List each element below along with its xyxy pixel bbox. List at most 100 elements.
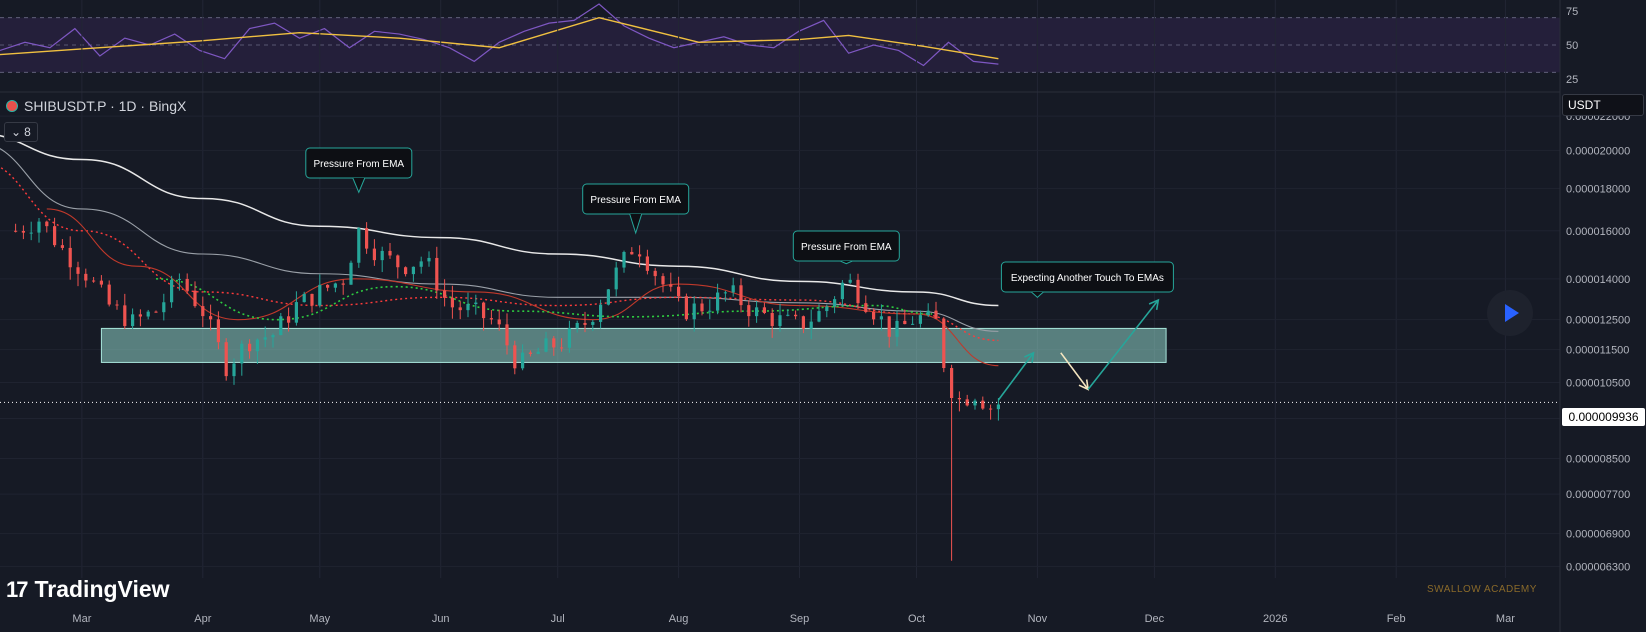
candle-body [794, 314, 798, 317]
symbol-header[interactable]: SHIBUSDT.P · 1D · BingX [6, 98, 186, 114]
candle-body [193, 290, 197, 307]
candle-body [279, 316, 283, 336]
candle-body [131, 314, 135, 327]
candle-body [450, 297, 454, 308]
candle-body [380, 250, 384, 261]
candle-body [692, 303, 696, 320]
candle-body [349, 262, 353, 285]
watermark: SWALLOW ACADEMY [1427, 584, 1537, 595]
x-tick-label: Oct [908, 613, 925, 625]
candle-body [419, 261, 423, 267]
candle-body [817, 311, 821, 322]
ema-white-line [0, 135, 999, 307]
candle-body [482, 302, 486, 319]
candle-body [115, 304, 119, 306]
annotation-pointer [840, 260, 853, 265]
candle-body [123, 305, 127, 327]
x-tick-label: Jul [551, 613, 565, 625]
candle-body [177, 278, 181, 280]
candle-body [170, 279, 174, 303]
y-tick-label: 0.000010500 [1566, 377, 1630, 389]
candle-body [29, 232, 33, 234]
x-tick-label: Nov [1028, 613, 1048, 625]
play-button[interactable] [1487, 290, 1533, 336]
candle-body [302, 293, 306, 303]
candle-body [879, 316, 883, 320]
candle-body [287, 316, 291, 323]
candle-body [950, 368, 954, 399]
candle-body [333, 283, 337, 288]
candle-body [739, 285, 743, 306]
candle-body [911, 323, 915, 325]
candle-body [848, 279, 852, 283]
candle-body [294, 302, 298, 323]
candle-body [388, 250, 392, 256]
indicators-toggle-button[interactable]: ⌄ 8 [4, 122, 38, 142]
y-tick-label: 0.000016000 [1566, 226, 1630, 238]
y-tick-label: 0.000011500 [1566, 345, 1629, 357]
candle-body [326, 284, 330, 288]
candle-body [521, 352, 525, 369]
candle-body [677, 286, 681, 297]
candle-body [232, 363, 236, 377]
annotation-text: Pressure From EMA [590, 195, 681, 206]
candle-body [981, 400, 985, 409]
tradingview-logo[interactable]: 17 TradingView [6, 576, 170, 603]
candle-body [21, 230, 25, 233]
x-tick-label: Dec [1145, 613, 1165, 625]
candle-body [903, 320, 907, 325]
candle-body [638, 254, 642, 257]
candle-body [762, 307, 766, 314]
rsi-line [0, 3, 999, 67]
candle-body [162, 302, 166, 313]
candle-body [645, 256, 649, 271]
currency-selector[interactable]: USDT [1562, 94, 1644, 116]
candle-body [567, 328, 571, 348]
candle-body [76, 267, 80, 274]
candle-body [630, 251, 634, 255]
candle-body [154, 311, 158, 313]
candle-body [973, 400, 977, 406]
candle-body [489, 318, 493, 320]
candle-body [53, 226, 57, 246]
chevron-down-icon: ⌄ [11, 125, 22, 139]
candle-body [731, 285, 735, 293]
y-tick-label: 0.000014000 [1566, 274, 1630, 286]
candle-body [513, 345, 517, 369]
candle-body [700, 303, 704, 312]
candle-body [599, 304, 603, 322]
candle-body [84, 273, 88, 281]
annotation-text: Expecting Another Touch To EMAs [1011, 273, 1164, 284]
candle-body [107, 284, 111, 305]
candle-body [365, 228, 369, 249]
candle-body [708, 310, 712, 312]
candle-body [497, 319, 501, 325]
candle-body [248, 343, 252, 352]
y-tick-label: 0.000012500 [1566, 315, 1630, 327]
candle-body [411, 266, 415, 275]
candle-body [372, 248, 376, 261]
candle-body [99, 280, 103, 285]
y-tick-label: 0.000008500 [1566, 454, 1630, 466]
x-tick-label: Mar [1496, 613, 1515, 625]
candle-body [357, 228, 361, 263]
candle-body [606, 289, 610, 305]
y-tick-label: 0.000006300 [1566, 561, 1630, 573]
candle-body [45, 221, 49, 227]
candle-body [427, 257, 431, 262]
candle-body [989, 408, 993, 410]
rsi-ma-line [0, 16, 999, 60]
y-tick-label: 0.000007700 [1566, 489, 1630, 501]
candle-body [318, 284, 322, 306]
candle-body [786, 314, 790, 316]
candle-body [209, 316, 213, 320]
x-tick-label: Apr [194, 613, 211, 625]
candle-body [934, 310, 938, 319]
candle-body [895, 320, 899, 337]
candle-body [661, 276, 665, 285]
candle-body [778, 315, 782, 327]
candle-body [528, 352, 532, 354]
annotation-pointer [629, 213, 643, 235]
